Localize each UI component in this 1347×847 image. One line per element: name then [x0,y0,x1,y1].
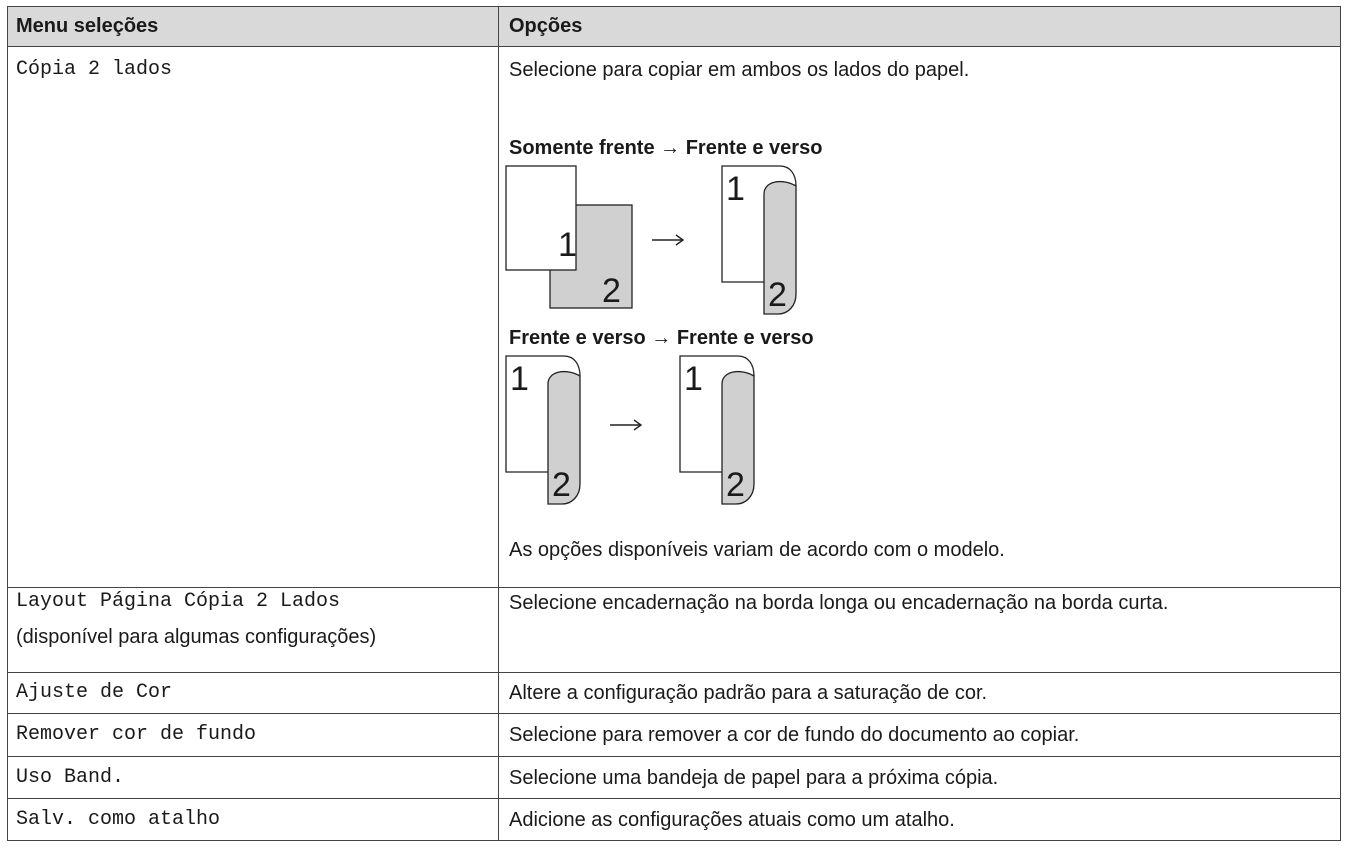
row-line [7,798,1341,799]
col-line [7,6,8,841]
menu-item: Layout Página Cópia 2 Lados [16,590,341,613]
page-number: 1 [510,360,529,398]
page-front [505,165,577,271]
row-line [7,756,1341,757]
row-line [7,6,1341,7]
description: Altere a configuração padrão para a satu… [509,682,988,704]
row-line [7,840,1341,841]
menu-item: Cópia 2 lados [16,58,173,81]
row-line [7,713,1341,714]
page-number: 2 [726,466,745,504]
description: Selecione para copiar em ambos os lados … [509,59,970,81]
row-line [7,587,1341,588]
note: As opções disponíveis variam de acordo c… [509,539,1005,561]
row-line [7,672,1341,673]
page-number: 1 [558,226,577,264]
description: Adicione as configurações atuais como um… [509,809,955,831]
menu-item: Ajuste de Cor [16,681,173,704]
page-number: 1 [684,360,703,398]
menu-item: Remover cor de fundo [16,723,257,746]
figure-title: Frente e verso → Frente e verso [509,327,814,349]
col-line [1340,6,1341,841]
page-number: 2 [602,272,621,310]
description: Selecione encadernação na borda longa ou… [509,592,1169,614]
menu-note: (disponível para algumas configurações) [16,626,377,648]
col-line [498,6,499,841]
page-number: 1 [726,170,745,208]
arrow [651,234,684,246]
menu-item: Salv. como atalho [16,808,221,831]
arrow [609,419,642,431]
page-number: 2 [768,276,787,314]
row-line [7,46,1341,47]
header-bg [7,6,1341,46]
description: Selecione uma bandeja de papel para a pr… [509,767,999,789]
figure-title: Somente frente → Frente e verso [509,137,823,159]
page-number: 2 [552,466,571,504]
header-cell: Menu seleções [16,15,159,37]
description: Selecione para remover a cor de fundo do… [509,724,1080,746]
menu-item: Uso Band. [16,766,125,789]
header-cell: Opções [509,15,583,37]
